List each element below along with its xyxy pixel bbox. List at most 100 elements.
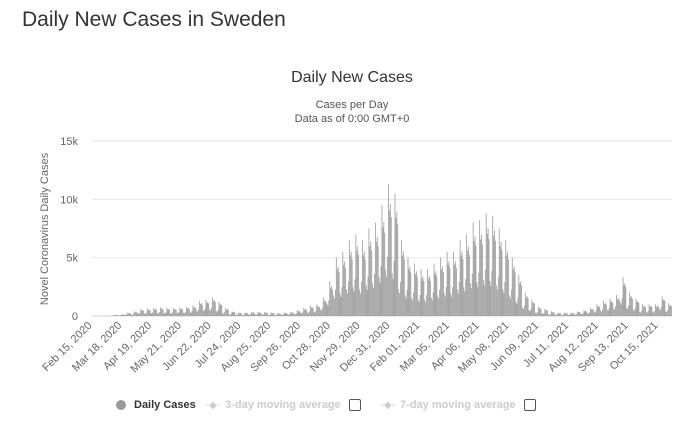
bar[interactable] xyxy=(191,311,193,316)
bar[interactable] xyxy=(320,309,321,316)
bar[interactable] xyxy=(633,310,635,316)
bar[interactable] xyxy=(141,310,143,316)
bar[interactable] xyxy=(608,308,610,316)
bar[interactable] xyxy=(400,281,401,316)
bar[interactable] xyxy=(426,295,428,316)
bar[interactable] xyxy=(463,287,465,316)
bar[interactable] xyxy=(243,314,245,316)
bar[interactable] xyxy=(162,309,164,316)
bar[interactable] xyxy=(512,269,514,316)
bar[interactable] xyxy=(261,314,263,316)
bar[interactable] xyxy=(331,286,333,316)
bar[interactable] xyxy=(634,308,636,316)
bar[interactable] xyxy=(156,309,158,316)
bar[interactable] xyxy=(515,301,517,316)
bar[interactable] xyxy=(309,305,311,317)
bar[interactable] xyxy=(315,310,317,316)
bar[interactable] xyxy=(565,313,567,316)
bar[interactable] xyxy=(368,228,370,317)
bar[interactable] xyxy=(300,313,302,316)
bar[interactable] xyxy=(384,232,386,316)
bar[interactable] xyxy=(602,309,603,316)
bar[interactable] xyxy=(262,314,264,316)
bar[interactable] xyxy=(366,289,368,316)
bar[interactable] xyxy=(444,296,446,316)
bar[interactable] xyxy=(301,313,303,316)
bar[interactable] xyxy=(242,314,244,316)
bar[interactable] xyxy=(232,312,234,316)
bar[interactable] xyxy=(479,220,481,316)
bar[interactable] xyxy=(152,312,154,316)
bar[interactable] xyxy=(560,313,562,316)
bar[interactable] xyxy=(181,308,183,316)
bar[interactable] xyxy=(276,314,278,316)
bar[interactable] xyxy=(451,296,453,316)
bar[interactable] xyxy=(414,263,415,317)
bar[interactable] xyxy=(564,312,565,317)
bar[interactable] xyxy=(161,308,163,316)
bar[interactable] xyxy=(202,310,204,316)
bar[interactable] xyxy=(122,314,124,316)
bar[interactable] xyxy=(555,314,557,316)
bar[interactable] xyxy=(245,313,247,316)
bar[interactable] xyxy=(533,302,535,316)
bar[interactable] xyxy=(356,250,358,316)
bar[interactable] xyxy=(420,269,422,316)
bar[interactable] xyxy=(651,307,653,316)
bar[interactable] xyxy=(123,314,125,316)
bar[interactable] xyxy=(628,305,630,317)
bar[interactable] xyxy=(357,246,359,316)
bar[interactable] xyxy=(328,300,330,316)
bar[interactable] xyxy=(611,301,613,316)
bar[interactable] xyxy=(459,240,461,316)
bar[interactable] xyxy=(619,302,621,316)
bar[interactable] xyxy=(197,311,198,316)
bar[interactable] xyxy=(174,309,176,316)
bar[interactable] xyxy=(433,263,435,317)
bar[interactable] xyxy=(178,312,180,316)
bar[interactable] xyxy=(493,235,495,316)
bar[interactable] xyxy=(231,311,233,316)
bar[interactable] xyxy=(184,313,185,316)
bar[interactable] xyxy=(585,311,587,316)
bar[interactable] xyxy=(583,310,585,316)
bar[interactable] xyxy=(274,314,276,316)
bar[interactable] xyxy=(259,312,261,317)
bar[interactable] xyxy=(402,255,403,316)
bar[interactable] xyxy=(606,309,608,316)
bar[interactable] xyxy=(286,313,288,316)
bar[interactable] xyxy=(390,217,392,316)
bar[interactable] xyxy=(591,309,593,316)
bar[interactable] xyxy=(255,314,257,316)
bar[interactable] xyxy=(639,311,641,316)
bar[interactable] xyxy=(354,279,356,316)
bar[interactable] xyxy=(541,313,543,316)
bar[interactable] xyxy=(534,303,536,316)
bar[interactable] xyxy=(416,276,418,316)
bar[interactable] xyxy=(519,283,521,316)
bar[interactable] xyxy=(454,264,455,316)
bar[interactable] xyxy=(124,314,126,316)
bar[interactable] xyxy=(594,312,596,317)
bar[interactable] xyxy=(323,301,325,316)
bar[interactable] xyxy=(389,203,391,316)
bar[interactable] xyxy=(260,312,262,316)
bar[interactable] xyxy=(658,309,660,316)
bar[interactable] xyxy=(175,309,177,316)
bar[interactable] xyxy=(481,234,482,316)
bar[interactable] xyxy=(415,271,417,316)
bar[interactable] xyxy=(537,311,538,316)
bar[interactable] xyxy=(490,285,492,316)
bar[interactable] xyxy=(573,313,575,316)
bar[interactable] xyxy=(441,269,442,316)
bar[interactable] xyxy=(586,311,588,316)
bar[interactable] xyxy=(157,312,158,316)
bar[interactable] xyxy=(643,306,644,316)
bar[interactable] xyxy=(238,312,239,317)
bar[interactable] xyxy=(595,310,597,316)
bar[interactable] xyxy=(625,287,627,316)
bar[interactable] xyxy=(186,306,187,316)
bar[interactable] xyxy=(198,309,199,316)
bar[interactable] xyxy=(367,276,369,316)
bar[interactable] xyxy=(133,311,135,316)
